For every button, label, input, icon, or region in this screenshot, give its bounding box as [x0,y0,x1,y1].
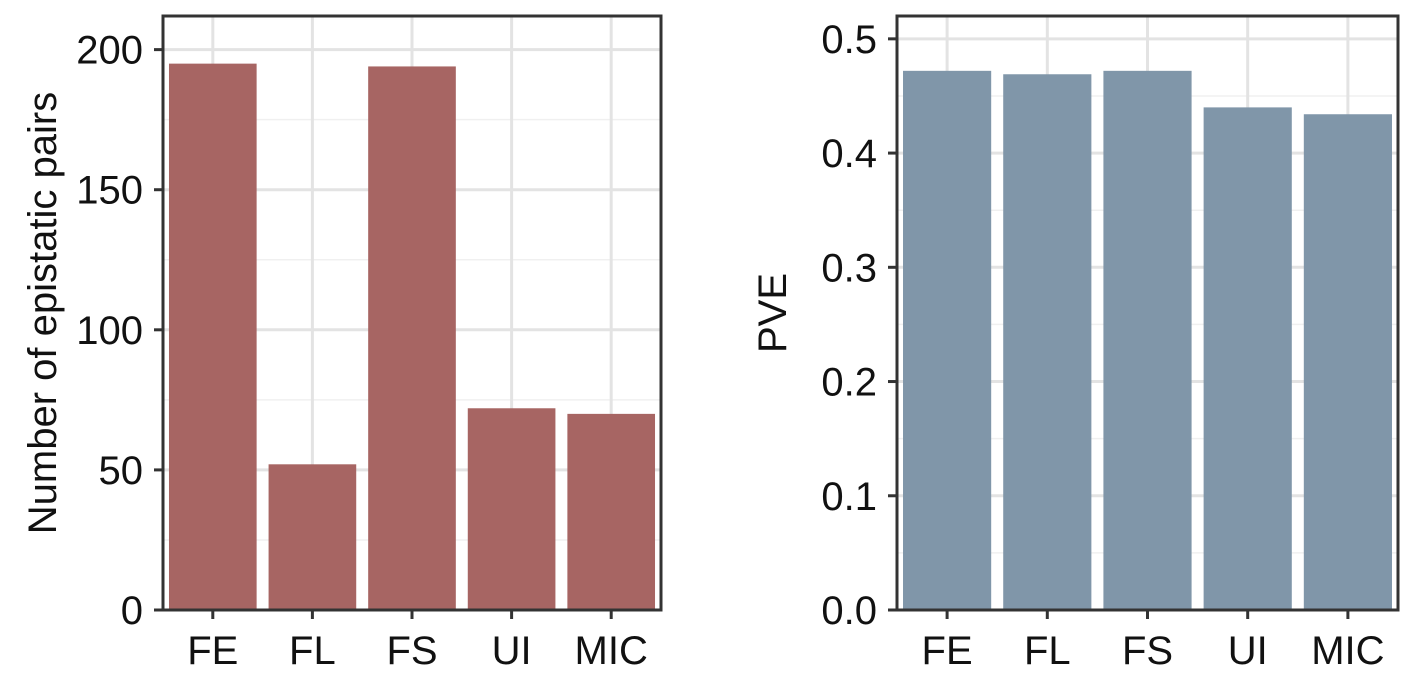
y-tick-label: 0.5 [821,18,877,62]
bar-mic [567,413,656,610]
x-tick-label-fs: FS [386,629,437,673]
y-axis-title: PVE [751,273,795,353]
x-tick-label-fl: FL [289,629,336,673]
y-tick-label: 0.1 [821,475,877,519]
bar-ui [467,408,556,610]
x-tick-label-mic: MIC [575,629,648,673]
x-tick-label-fl: FL [1024,629,1071,673]
y-axis-title: Number of epistatic pairs [21,92,65,534]
y-tick-label: 200 [76,29,143,73]
x-tick-label-fe: FE [187,629,238,673]
y-tick-label: 0.0 [821,589,877,633]
bar-ui [1203,107,1292,610]
epistatic-pairs-chart: 0 50 100 150 200 FE FL FS UI MIC Number of epistat… [21,14,663,673]
x-tick-label-mic: MIC [1311,629,1384,673]
y-tick-label: 0.3 [821,246,877,290]
y-tick-label: 0 [121,589,143,633]
bar-fl [268,464,357,610]
bar-fe [903,70,992,611]
bar-fl [1003,74,1092,610]
y-tick-label: 100 [76,309,143,353]
bar-fe [168,63,257,610]
pve-chart: 0.0 0.1 0.2 0.3 0.4 0.5 FE FL FS UI MIC PVE [751,14,1400,673]
y-tick-label: 50 [99,449,144,493]
bar-fs [368,66,456,610]
y-tick-label: 150 [76,169,143,213]
x-tick-label-ui: UI [492,629,532,673]
x-tick-label-fe: FE [922,629,973,673]
y-tick-label: 0.2 [821,361,877,405]
x-tick-label-fs: FS [1122,629,1173,673]
y-tick-label: 0.4 [821,132,877,176]
bar-mic [1303,114,1392,610]
bar-fs [1103,70,1192,611]
x-tick-label-ui: UI [1228,629,1268,673]
